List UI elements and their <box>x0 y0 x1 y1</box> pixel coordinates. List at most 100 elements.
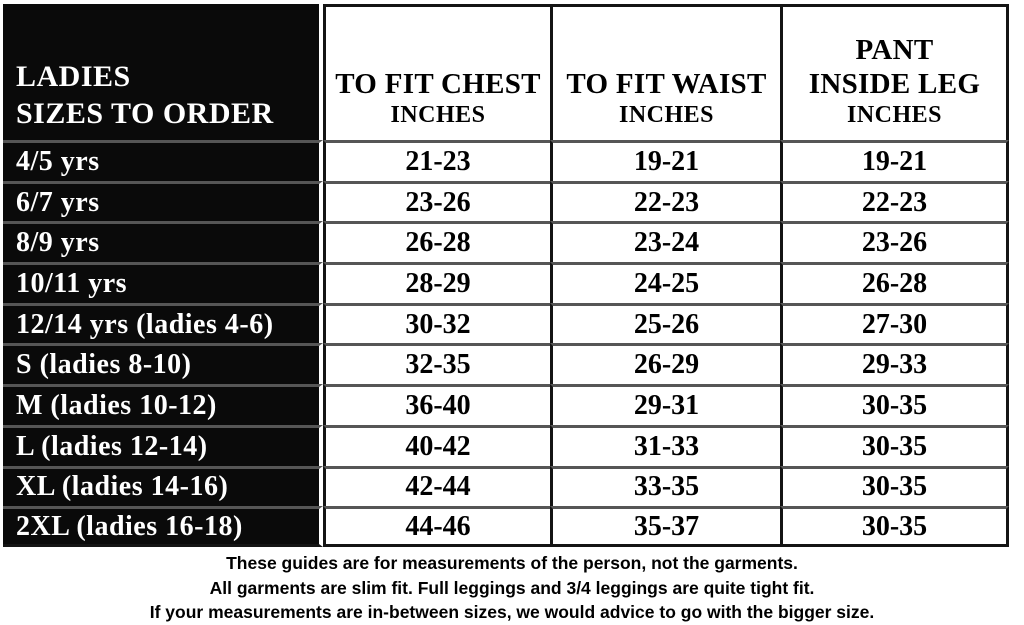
leg-value: 30-35 <box>861 389 928 421</box>
waist-value-cell: 31-33 <box>550 424 780 466</box>
chest-value-cell: 21-23 <box>323 140 550 181</box>
waist-value: 23-24 <box>633 227 700 259</box>
leg-value: 30-35 <box>861 510 928 542</box>
waist-value-cell: 19-21 <box>550 140 780 181</box>
size-row: 6/7 yrs 23-26 22-23 22-23 <box>3 180 1009 222</box>
size-row: 12/14 yrs (ladies 4-6) 30-32 25-26 27-30 <box>3 302 1009 344</box>
pant-header-line1: PANT <box>855 34 934 66</box>
size-row: 10/11 yrs 28-29 24-25 26-28 <box>3 262 1009 303</box>
chest-value-cell: 28-29 <box>323 262 550 303</box>
size-label: XL (ladies 14-16) <box>16 471 229 503</box>
chest-value-cell: 42-44 <box>323 465 550 507</box>
leg-value-cell: 22-23 <box>780 180 1009 222</box>
leg-value: 23-26 <box>861 227 928 259</box>
chest-value-cell: 44-46 <box>323 506 550 547</box>
chest-value: 40-42 <box>405 430 471 462</box>
chart-title-line2: SIZES TO ORDER <box>16 97 274 130</box>
leg-value-cell: 26-28 <box>780 262 1009 303</box>
chest-value-cell: 26-28 <box>323 221 550 263</box>
chart-title-cell: LADIES SIZES TO ORDER <box>3 4 323 140</box>
leg-value-cell: 29-33 <box>780 343 1009 385</box>
size-label: 10/11 yrs <box>16 267 128 299</box>
waist-value: 33-35 <box>633 471 700 503</box>
pant-leg-header-cell: PANT INSIDE LEG INCHES <box>780 4 1009 140</box>
leg-value: 29-33 <box>861 349 928 381</box>
footer-note-1: These guides are for measurements of the… <box>226 553 798 573</box>
chest-value: 21-23 <box>405 145 471 177</box>
chart-title-line1: LADIES <box>16 60 131 93</box>
size-row: M (ladies 10-12) 36-40 29-31 30-35 <box>3 384 1009 425</box>
size-label-cell: 8/9 yrs <box>3 221 323 263</box>
waist-value: 29-31 <box>633 389 700 421</box>
chest-value: 26-28 <box>405 227 471 259</box>
waist-value: 26-29 <box>633 349 700 381</box>
waist-value: 19-21 <box>633 145 700 177</box>
size-row: 8/9 yrs 26-28 23-24 23-26 <box>3 221 1009 263</box>
leg-value-cell: 27-30 <box>780 302 1009 344</box>
leg-value: 27-30 <box>861 308 928 340</box>
waist-value-cell: 22-23 <box>550 180 780 222</box>
waist-header-title: TO FIT WAIST <box>566 68 767 100</box>
size-label: 6/7 yrs <box>16 186 100 218</box>
waist-value: 31-33 <box>633 430 700 462</box>
leg-value: 30-35 <box>861 471 928 503</box>
waist-value-cell: 24-25 <box>550 262 780 303</box>
size-label: 4/5 yrs <box>16 145 100 177</box>
chest-header-title: TO FIT CHEST <box>335 68 541 100</box>
chest-value: 28-29 <box>405 267 471 299</box>
chest-value-cell: 40-42 <box>323 424 550 466</box>
size-row: S (ladies 8-10) 32-35 26-29 29-33 <box>3 343 1009 385</box>
size-label: M (ladies 10-12) <box>16 389 217 421</box>
size-label-cell: S (ladies 8-10) <box>3 343 323 385</box>
waist-value: 35-37 <box>633 510 700 542</box>
footer-note-3: If your measurements are in-between size… <box>149 602 875 622</box>
chest-value: 44-46 <box>405 510 471 542</box>
waist-value: 25-26 <box>633 308 700 340</box>
waist-value: 22-23 <box>633 186 700 218</box>
chest-value: 23-26 <box>405 186 471 218</box>
size-label-cell: 6/7 yrs <box>3 180 323 222</box>
leg-value-cell: 30-35 <box>780 384 1009 425</box>
leg-value: 22-23 <box>861 186 928 218</box>
size-label-cell: M (ladies 10-12) <box>3 384 323 425</box>
chest-value-cell: 30-32 <box>323 302 550 344</box>
size-chart-table: LADIES SIZES TO ORDER TO FIT CHEST INCHE… <box>3 4 1009 547</box>
chest-value: 42-44 <box>405 471 471 503</box>
size-label: 8/9 yrs <box>16 227 100 259</box>
size-row: XL (ladies 14-16) 42-44 33-35 30-35 <box>3 465 1009 507</box>
leg-value-cell: 23-26 <box>780 221 1009 263</box>
size-row: L (ladies 12-14) 40-42 31-33 30-35 <box>3 424 1009 466</box>
size-label: 12/14 yrs (ladies 4-6) <box>16 308 274 340</box>
size-row: 2XL (ladies 16-18) 44-46 35-37 30-35 <box>3 506 1009 547</box>
chest-value-cell: 23-26 <box>323 180 550 222</box>
leg-value: 19-21 <box>861 145 928 177</box>
size-label: L (ladies 12-14) <box>16 430 208 462</box>
size-label-cell: XL (ladies 14-16) <box>3 465 323 507</box>
size-label-cell: 2XL (ladies 16-18) <box>3 506 323 547</box>
waist-value-cell: 33-35 <box>550 465 780 507</box>
leg-value-cell: 30-35 <box>780 465 1009 507</box>
waist-header-cell: TO FIT WAIST INCHES <box>550 4 780 140</box>
waist-value-cell: 35-37 <box>550 506 780 547</box>
chest-value-cell: 36-40 <box>323 384 550 425</box>
chest-value: 36-40 <box>405 389 471 421</box>
waist-value-cell: 25-26 <box>550 302 780 344</box>
pant-header-line2: INSIDE LEG <box>808 68 981 100</box>
leg-value-cell: 19-21 <box>780 140 1009 181</box>
header-row: LADIES SIZES TO ORDER TO FIT CHEST INCHE… <box>3 4 1009 140</box>
leg-value: 26-28 <box>861 267 928 299</box>
pant-header-unit: INCHES <box>846 102 943 128</box>
chest-header-unit: INCHES <box>390 102 486 128</box>
size-label-cell: 4/5 yrs <box>3 140 323 181</box>
size-label: 2XL (ladies 16-18) <box>16 510 243 542</box>
waist-value: 24-25 <box>633 267 700 299</box>
size-row: 4/5 yrs 21-23 19-21 19-21 <box>3 140 1009 181</box>
leg-value: 30-35 <box>861 430 928 462</box>
chest-value-cell: 32-35 <box>323 343 550 385</box>
chest-value: 30-32 <box>405 308 471 340</box>
waist-value-cell: 23-24 <box>550 221 780 263</box>
footer-note-2: All garments are slim fit. Full leggings… <box>209 577 815 598</box>
waist-value-cell: 26-29 <box>550 343 780 385</box>
waist-value-cell: 29-31 <box>550 384 780 425</box>
footer-notes: These guides are for measurements of the… <box>0 551 1024 625</box>
